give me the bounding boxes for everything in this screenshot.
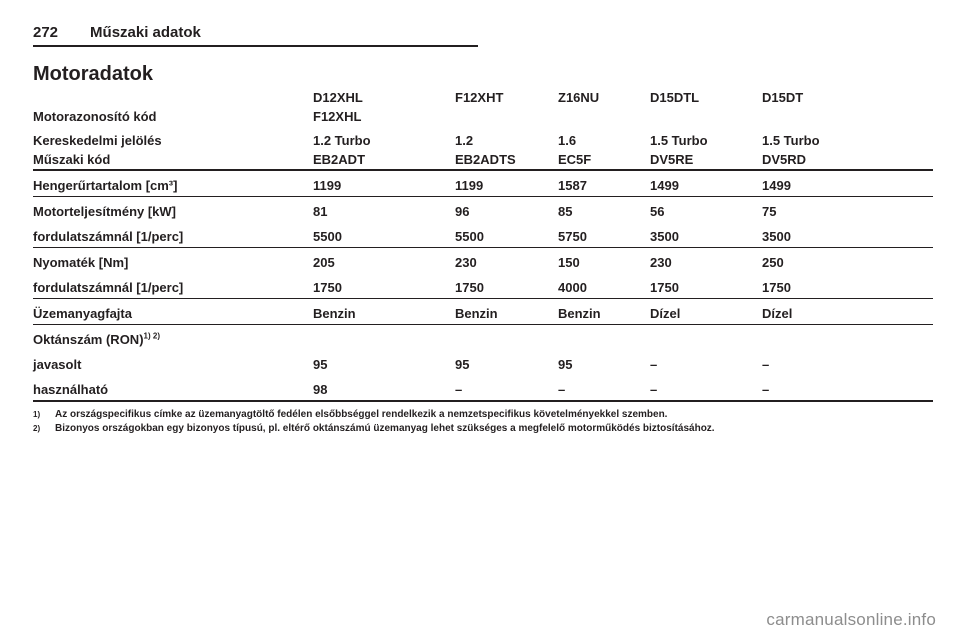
cell-value: 5500 (313, 229, 342, 244)
row-label: Motorteljesítmény [kW] (33, 204, 177, 219)
engine-code: Z16NU (558, 90, 600, 105)
cell-value: 3500 (762, 229, 791, 244)
cell-value: 150 (558, 255, 580, 270)
table-row-octane-recommended: javasolt 95 95 95 – – (33, 350, 933, 375)
row-label: Motorazonosító kód (33, 109, 157, 124)
cell-value: Benzin (313, 306, 356, 321)
cell-value: 1199 (313, 178, 342, 193)
octane-label: Oktánszám (RON) (33, 332, 144, 347)
cell-value: 205 (313, 255, 335, 270)
cell-value: 1750 (313, 280, 342, 295)
running-header: 272 Műszaki adatok (33, 24, 478, 47)
footnote-2: 2) Bizonyos országokban egy bizonyos típ… (33, 423, 933, 436)
row-label: Műszaki kód (33, 152, 111, 167)
cell-value: EB2ADTS (455, 152, 516, 167)
table-row-torque-rpm: fordulatszámnál [1/perc] 1750 1750 4000 … (33, 273, 933, 299)
cell-value: 230 (455, 255, 477, 270)
row-label: fordulatszámnál [1/perc] (33, 280, 184, 295)
table-row-trade-designation: Kereskedelmi jelölés 1.2 Turbo 1.2 1.6 1… (33, 126, 933, 150)
cell-value: 95 (558, 357, 573, 372)
cell-value: – (762, 357, 770, 372)
engine-code: D12XHL (313, 90, 363, 105)
cell-value: 4000 (558, 280, 587, 295)
table-row-octane-possible: használható 98 – – – – (33, 375, 933, 402)
cell-value: 1587 (558, 178, 587, 193)
page-number: 272 (33, 24, 59, 41)
watermark-text: carmanualsonline.info (766, 610, 936, 629)
engine-code: D15DT (762, 90, 804, 105)
cell-value: 1.5 Turbo (650, 133, 708, 148)
table-row-engine-power: Motorteljesítmény [kW] 81 96 85 56 75 (33, 197, 933, 222)
cell-value: DV5RE (650, 152, 694, 167)
cell-value: EB2ADT (313, 152, 366, 167)
cell-value: Dízel (650, 306, 681, 321)
page-content: 272 Műszaki adatok Motoradatok D12XHL F1… (33, 24, 933, 435)
cell-value: 81 (313, 204, 328, 219)
cell-value: 85 (558, 204, 573, 219)
engine-code: F12XHL (313, 109, 362, 124)
cell-value: – (455, 382, 463, 397)
table-row-displacement: Hengerűrtartalom [cm³] 1199 1199 1587 14… (33, 171, 933, 197)
cell-value: Benzin (455, 306, 498, 321)
footnote-marker: 1) 2) (143, 331, 160, 341)
cell-value: 95 (313, 357, 328, 372)
footnote-text: Az országspecifikus címke az üzemanyagtö… (55, 409, 668, 420)
row-label: fordulatszámnál [1/perc] (33, 229, 184, 244)
footnote-marker: 1) (33, 410, 41, 419)
cell-value: Benzin (558, 306, 601, 321)
footnotes: 1) Az országspecifikus címke az üzemanya… (33, 409, 933, 435)
table-row-fuel-type: Üzemanyagfajta Benzin Benzin Benzin Díze… (33, 299, 933, 325)
cell-value: 98 (313, 382, 328, 397)
cell-value: 1.6 (558, 133, 577, 148)
row-label: Üzemanyagfajta (33, 306, 132, 321)
engine-data-table: D12XHL F12XHT Z16NU D15DTL D15DT Motoraz… (33, 88, 933, 402)
row-label: javasolt (33, 357, 82, 372)
cell-value: – (650, 382, 658, 397)
cell-value: 96 (455, 204, 470, 219)
cell-value: 1.2 (455, 133, 474, 148)
cell-value: Dízel (762, 306, 793, 321)
table-row-technical-code: Műszaki kód EB2ADT EB2ADTS EC5F DV5RE DV… (33, 150, 933, 171)
cell-value: 1.2 Turbo (313, 133, 371, 148)
cell-value: 1750 (455, 280, 484, 295)
cell-value: – (650, 357, 658, 372)
row-label: Oktánszám (RON)1) 2) (33, 325, 313, 350)
footnote-1: 1) Az országspecifikus címke az üzemanya… (33, 409, 933, 422)
cell-value: 95 (455, 357, 470, 372)
cell-value: 250 (762, 255, 784, 270)
cell-value: 1499 (650, 178, 679, 193)
cell-value: – (762, 382, 770, 397)
cell-value: 56 (650, 204, 665, 219)
page-title: Motoradatok (33, 63, 153, 85)
footnote-marker: 2) (33, 423, 41, 433)
table-row-octane-header: Oktánszám (RON)1) 2) (33, 325, 933, 350)
chapter-title: Műszaki adatok (90, 24, 201, 41)
engine-code: D15DTL (650, 90, 700, 105)
cell-value: 1499 (762, 178, 791, 193)
cell-value: – (558, 382, 566, 397)
cell-value: 230 (650, 255, 672, 270)
table-row-engine-codes-2: Motorazonosító kód F12XHL (33, 107, 933, 126)
cell-value: EC5F (558, 152, 592, 167)
cell-value: 5500 (455, 229, 484, 244)
footnote-text: Bizonyos országokban egy bizonyos típusú… (55, 422, 715, 434)
cell-value: 3500 (650, 229, 679, 244)
cell-value: 1199 (455, 178, 484, 193)
engine-code: F12XHT (455, 90, 504, 105)
row-label: Hengerűrtartalom [cm³] (33, 178, 178, 193)
cell-value: 1750 (650, 280, 679, 295)
cell-value: 75 (762, 204, 777, 219)
row-label: Nyomaték [Nm] (33, 255, 129, 270)
cell-value: 1750 (762, 280, 791, 295)
table-row-power-rpm: fordulatszámnál [1/perc] 5500 5500 5750 … (33, 222, 933, 248)
table-row-engine-codes-1: D12XHL F12XHT Z16NU D15DTL D15DT (33, 88, 933, 107)
cell-value: 5750 (558, 229, 587, 244)
table-row-torque: Nyomaték [Nm] 205 230 150 230 250 (33, 248, 933, 273)
row-label: használható (33, 382, 109, 397)
row-label: Kereskedelmi jelölés (33, 133, 162, 148)
cell-value: DV5RD (762, 152, 807, 167)
cell-value: 1.5 Turbo (762, 133, 820, 148)
